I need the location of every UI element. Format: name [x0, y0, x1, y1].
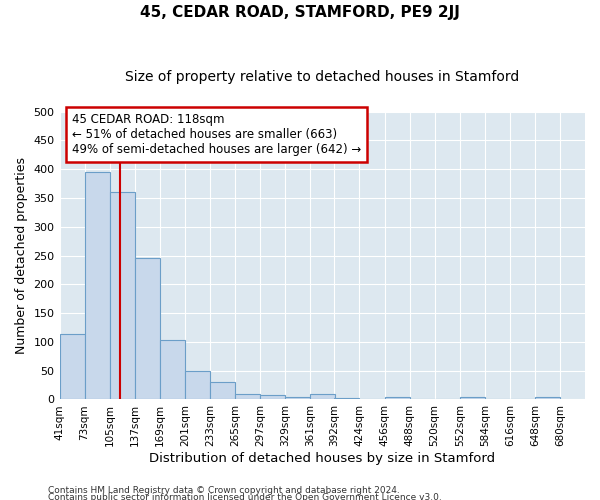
- Bar: [359, 399, 385, 400]
- Bar: [235, 394, 260, 400]
- X-axis label: Distribution of detached houses by size in Stamford: Distribution of detached houses by size …: [149, 452, 496, 465]
- Bar: [85, 172, 110, 400]
- Text: Contains HM Land Registry data © Crown copyright and database right 2024.: Contains HM Land Registry data © Crown c…: [48, 486, 400, 495]
- Bar: [535, 397, 560, 400]
- Text: 45 CEDAR ROAD: 118sqm
← 51% of detached houses are smaller (663)
49% of semi-det: 45 CEDAR ROAD: 118sqm ← 51% of detached …: [72, 112, 361, 156]
- Bar: [334, 398, 359, 400]
- Title: Size of property relative to detached houses in Stamford: Size of property relative to detached ho…: [125, 70, 520, 84]
- Text: 45, CEDAR ROAD, STAMFORD, PE9 2JJ: 45, CEDAR ROAD, STAMFORD, PE9 2JJ: [140, 5, 460, 20]
- Bar: [160, 340, 185, 400]
- Bar: [135, 258, 160, 400]
- Bar: [185, 370, 210, 400]
- Y-axis label: Number of detached properties: Number of detached properties: [15, 157, 28, 354]
- Bar: [210, 382, 235, 400]
- Bar: [59, 334, 85, 400]
- Text: Contains public sector information licensed under the Open Government Licence v3: Contains public sector information licen…: [48, 494, 442, 500]
- Bar: [260, 395, 285, 400]
- Bar: [510, 399, 535, 400]
- Bar: [410, 399, 434, 400]
- Bar: [385, 397, 410, 400]
- Bar: [310, 394, 335, 400]
- Bar: [110, 192, 135, 400]
- Bar: [460, 397, 485, 400]
- Bar: [285, 396, 310, 400]
